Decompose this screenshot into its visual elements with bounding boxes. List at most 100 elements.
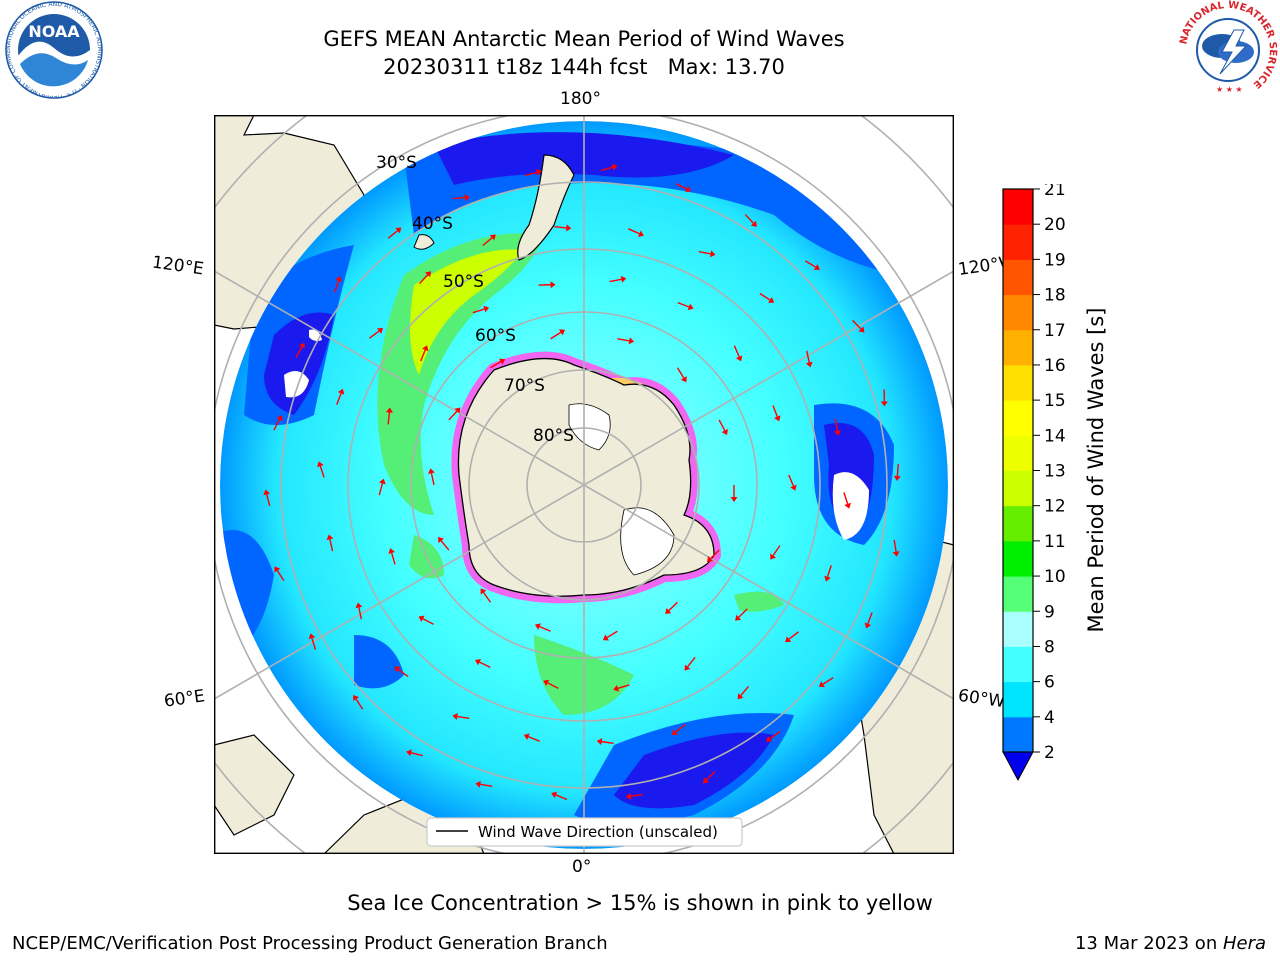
colorbar-swatch	[1003, 224, 1033, 260]
wave-arrow	[867, 612, 873, 624]
madagascar-land	[214, 734, 295, 836]
wave-arrow-head	[452, 713, 458, 720]
wave-arrow-head	[489, 234, 496, 241]
wave-arrow	[698, 251, 711, 255]
wave-arrow	[788, 631, 800, 640]
noaa-logo: NATIONAL OCEANIC AND ATMOSPHERIC ADMINIS…	[2, 0, 103, 99]
wave-arrow-head	[534, 623, 541, 630]
wave-arrow	[490, 361, 502, 369]
wave-arrow-head	[326, 534, 334, 541]
wave-arrow-head	[355, 602, 363, 609]
wave-arrow	[718, 419, 726, 431]
wave-arrow	[391, 552, 396, 565]
wave-arrow-head	[785, 636, 792, 643]
wave-arrow	[759, 292, 771, 301]
colorbar-tick-label: 8	[1044, 637, 1055, 657]
wave-arrow-head	[421, 345, 429, 352]
wave-arrow	[893, 539, 897, 552]
wave-arrow	[472, 308, 485, 314]
wave-arrow-head	[308, 633, 316, 640]
wave-arrow	[601, 740, 614, 745]
wave-arrow	[547, 682, 559, 690]
wave-arrow-head	[558, 329, 566, 336]
wave-arrow	[675, 183, 687, 190]
wave-arrow-head	[611, 163, 618, 171]
graticule	[214, 115, 954, 854]
sea-ice-note: Sea Ice Concentration > 15% is shown in …	[347, 891, 933, 915]
lat-label-30s: 30°S	[376, 153, 417, 173]
colorbar-tick-label: 21	[1044, 184, 1066, 200]
wave-arrow	[710, 549, 720, 559]
wave-arrow-head	[395, 227, 402, 234]
colorbar-tick-label: 2	[1044, 743, 1055, 763]
colorbar-under-arrow	[1002, 751, 1034, 782]
wave-arrow	[319, 465, 325, 478]
lat-label-50s: 50°S	[443, 272, 484, 292]
wave-arrow	[852, 319, 862, 330]
wave-arrow	[528, 736, 540, 742]
wave-arrow-head	[750, 220, 757, 227]
host-name: Hera	[1222, 933, 1266, 954]
colorbar-tick-label: 4	[1044, 708, 1055, 728]
credit-text: NCEP/EMC/Verification Post Processing Pr…	[12, 933, 608, 954]
wave-arrow-head	[665, 608, 672, 615]
wave-arrow	[772, 545, 781, 556]
issue-date: 13 Mar 2023 on Hera	[1075, 933, 1266, 954]
wave-arrow-head	[437, 537, 444, 544]
wave-arrow	[804, 260, 816, 268]
wave-arrow	[606, 630, 618, 639]
wave-arrow	[397, 668, 409, 678]
wave-arrow	[482, 237, 493, 247]
wave-arrow-head	[818, 681, 825, 688]
wave-arrow-head	[709, 250, 716, 258]
map-legend: Wind Wave Direction (unscaled)	[426, 817, 743, 847]
wave-arrow	[276, 570, 285, 581]
wave-arrow-head	[566, 224, 572, 232]
colorbar-swatch	[1003, 470, 1033, 507]
wave-arrow-head	[687, 303, 694, 311]
wave-arrow-head	[637, 230, 644, 237]
wave-arrow	[896, 463, 899, 477]
colorbar-tick-label: 9	[1044, 602, 1055, 622]
colorbar-swatch	[1003, 400, 1033, 436]
colorbar-swatch	[1003, 505, 1033, 542]
issue-date-text: 13 Mar 2023 on	[1074, 933, 1223, 954]
colorbar-tick-label: 20	[1044, 215, 1066, 235]
wave-arrow	[676, 367, 685, 379]
wave-arrow	[422, 618, 434, 625]
wave-arrow	[430, 473, 435, 486]
colorbar-swatch	[1003, 576, 1033, 612]
legend-label: Wind Wave Direction (unscaled)	[478, 823, 718, 841]
wave-arrow-head	[418, 615, 425, 622]
map-subtitle: 20230311 t18z 144h fcst Max: 13.70	[383, 55, 785, 79]
wave-arrow-head	[625, 792, 632, 800]
colorbar-swatch	[1003, 646, 1033, 683]
lat-label-80s: 80°S	[533, 426, 574, 446]
colorbar-tick-label: 18	[1044, 286, 1066, 306]
wave-arrow-head	[844, 502, 851, 509]
nws-logo: NATIONAL WEATHER SERVICE ★ ★ ★	[1178, 0, 1278, 98]
wave-arrow	[822, 677, 834, 685]
wave-arrow	[295, 346, 303, 358]
wave-arrow-head	[680, 376, 687, 383]
wave-arrow	[805, 350, 810, 363]
wave-arrow-head	[892, 551, 900, 557]
lon-label-60e: 60°E	[162, 686, 207, 712]
wave-arrow-head	[893, 475, 901, 481]
wave-arrow	[772, 405, 778, 417]
lon-label-180: 180°	[560, 89, 601, 109]
wave-arrow-head	[737, 693, 744, 700]
wave-arrow	[440, 540, 450, 551]
wave-arrow-head	[858, 326, 865, 333]
wave-arrow	[554, 225, 567, 229]
wave-arrow	[733, 345, 740, 357]
wave-arrow	[448, 410, 458, 421]
colorbar-tick-label: 16	[1044, 356, 1066, 376]
wave-arrow	[479, 661, 491, 668]
wave-arrow-head	[535, 168, 542, 176]
colorbar-tick-label: 11	[1044, 532, 1066, 552]
wave-arrow	[550, 331, 562, 340]
wave-arrow-head	[499, 358, 506, 365]
wave-arrow-head	[379, 478, 386, 485]
wave-arrow-head	[428, 468, 435, 475]
